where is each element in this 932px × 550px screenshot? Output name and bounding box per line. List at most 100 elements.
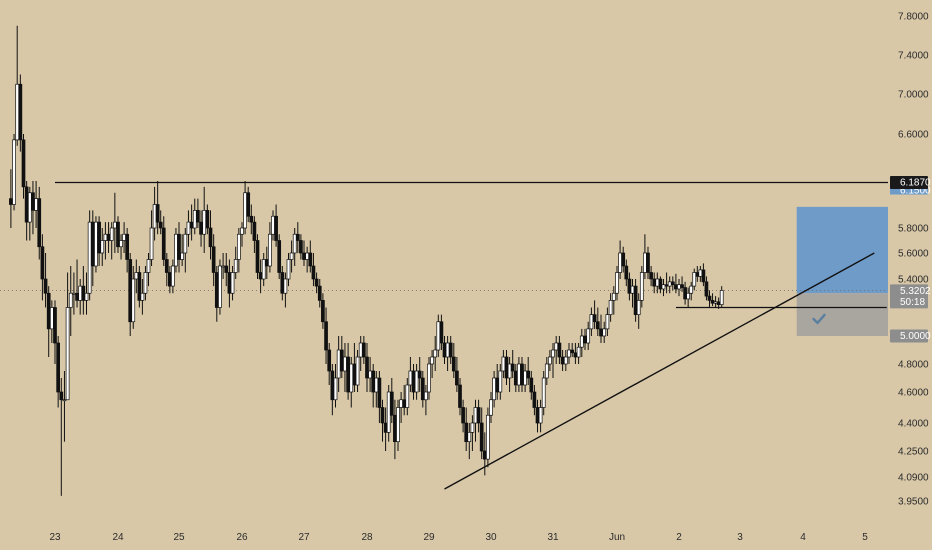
- candle: [116, 216, 120, 253]
- candle-body: [576, 346, 581, 358]
- candle: [295, 222, 300, 253]
- candle: [608, 293, 613, 322]
- candle-body: [283, 278, 288, 294]
- candle-body: [670, 281, 675, 286]
- target-zone: [796, 206, 888, 294]
- candle-body: [131, 278, 136, 323]
- candle: [570, 343, 575, 357]
- candle: [686, 287, 691, 308]
- candle-body: [630, 285, 635, 294]
- candle: [417, 357, 422, 392]
- candle-body: [349, 363, 354, 393]
- candle: [177, 222, 181, 273]
- candle-body: [713, 301, 718, 304]
- x-tick-label: 24: [112, 532, 124, 543]
- candle: [252, 216, 257, 253]
- candle: [84, 272, 89, 315]
- candle-body: [633, 285, 638, 315]
- candle: [430, 350, 434, 378]
- candles: [9, 25, 724, 496]
- y-tick-label: 7.8000: [898, 12, 929, 23]
- candle-body: [62, 399, 67, 402]
- time-axis[interactable]: 23 24 25 26 27 28 29 30 31 Jun 2 3 4 5: [49, 532, 868, 543]
- candle-body: [146, 259, 151, 273]
- candle-body: [324, 321, 328, 351]
- candle: [268, 222, 272, 273]
- candle-body: [43, 278, 48, 294]
- candle-body: [227, 272, 232, 294]
- candle: [557, 336, 562, 364]
- candle-body: [355, 356, 360, 386]
- candle-body: [414, 370, 419, 393]
- candle: [233, 246, 238, 279]
- x-tick-label: 30: [485, 532, 497, 543]
- candle-body: [208, 227, 213, 248]
- candle: [299, 234, 303, 260]
- x-tick-label: 5: [862, 532, 868, 543]
- candle-body: [618, 252, 622, 273]
- candle: [680, 276, 684, 292]
- candle-body: [346, 356, 350, 393]
- resistance-price-tag-text: 6.1870: [900, 178, 931, 189]
- overlay-lines: [444, 252, 887, 490]
- candle: [526, 357, 531, 385]
- candle-body: [46, 292, 51, 330]
- candle-body: [330, 370, 335, 401]
- candle-body: [430, 356, 434, 365]
- candle-body: [289, 252, 294, 260]
- y-tick-label: 7.0000: [898, 90, 929, 101]
- candle: [94, 216, 98, 273]
- candle: [289, 240, 294, 273]
- candle-body: [84, 292, 89, 301]
- candle: [461, 399, 465, 433]
- candle-body: [567, 349, 571, 358]
- candle-body: [541, 377, 546, 408]
- y-tick-label: 4.0900: [898, 473, 929, 484]
- candle: [59, 378, 64, 496]
- candle: [707, 290, 712, 308]
- candle-body: [125, 233, 130, 260]
- candle-body: [655, 278, 660, 287]
- candle: [592, 300, 597, 329]
- candle-body: [464, 422, 469, 443]
- checkmark-icon: [812, 313, 826, 325]
- candle-body: [317, 285, 322, 301]
- candle-body: [214, 272, 219, 308]
- candle-body: [311, 265, 316, 280]
- candle: [624, 259, 629, 287]
- candle: [208, 210, 213, 260]
- candle: [541, 371, 546, 416]
- candle-body: [140, 292, 145, 301]
- candle: [327, 343, 332, 385]
- candle-body: [199, 221, 203, 235]
- candle-body: [649, 272, 653, 280]
- candle: [21, 134, 26, 199]
- candle: [137, 266, 142, 308]
- candle-body: [168, 272, 172, 287]
- candle-body: [529, 377, 534, 393]
- target-price-tag-text: 6.1500: [900, 186, 931, 197]
- candle-body: [246, 192, 251, 217]
- candle-body: [218, 265, 222, 308]
- candle: [414, 364, 419, 400]
- target-price-tag-bg: [890, 185, 928, 195]
- candle-body: [134, 272, 139, 280]
- candle: [365, 343, 369, 392]
- candle-body: [243, 192, 247, 229]
- candle-body: [180, 252, 184, 260]
- x-tick-label: 23: [49, 532, 61, 543]
- resistance-price-tag: 6.1870: [890, 176, 931, 190]
- candle-body: [615, 272, 619, 294]
- candle: [161, 216, 166, 266]
- candle-body: [448, 342, 453, 358]
- candle-body: [661, 284, 666, 290]
- candle-body: [90, 221, 95, 267]
- candle: [529, 371, 534, 400]
- candle-body: [377, 377, 382, 408]
- candle-body: [710, 300, 715, 304]
- candle-body: [476, 407, 481, 424]
- candle: [12, 134, 16, 211]
